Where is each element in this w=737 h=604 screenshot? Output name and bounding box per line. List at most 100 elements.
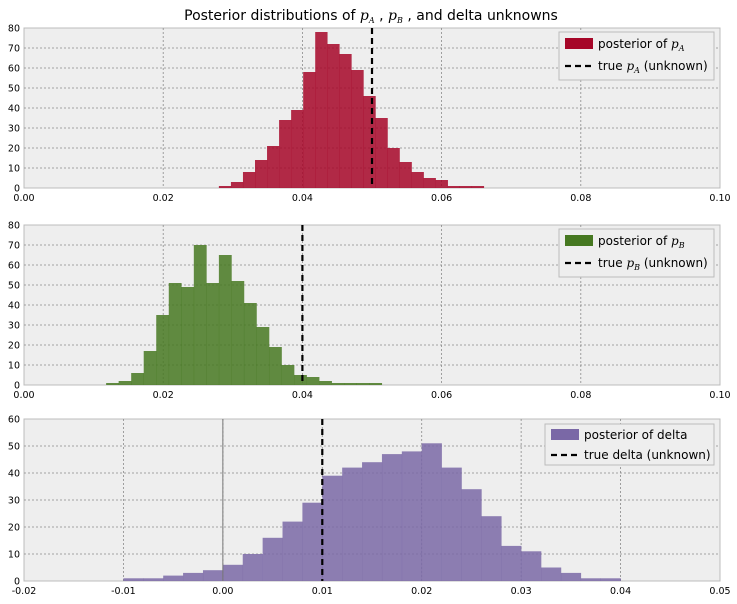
- y-tick-label: 30: [8, 496, 20, 507]
- posterior-pb-bar: [143, 351, 157, 385]
- posterior-pb-bar: [306, 377, 320, 385]
- legend-swatch-posterior: [565, 235, 593, 246]
- posterior-delta-bar: [580, 578, 601, 581]
- y-tick-label: 20: [8, 523, 20, 534]
- posterior-pa-bar: [339, 54, 352, 188]
- y-tick-label: 10: [8, 361, 20, 372]
- y-tick-label: 80: [8, 221, 20, 232]
- legend: posterior of pA true pA (unknown): [558, 31, 715, 81]
- x-tick-label: -0.02: [12, 586, 37, 597]
- posterior-pb-bar: [106, 383, 119, 385]
- y-tick-label: 20: [8, 144, 20, 155]
- posterior-delta-bar: [282, 521, 303, 581]
- x-tick-label: 0.04: [610, 586, 631, 597]
- legend: posterior of pB true pB (unknown): [558, 228, 715, 278]
- posterior-pa-bar: [435, 180, 448, 188]
- posterior-delta-panel: -0.02 -0.01 0.00 0.01 0.02 0.03 0.04 0.05 0 10 20…: [8, 415, 731, 598]
- x-tick-label: 0.03: [511, 586, 532, 597]
- posterior-pb-bar: [319, 381, 332, 385]
- x-tick-label: 0.05: [709, 586, 730, 597]
- posterior-pb-bar: [181, 287, 195, 385]
- y-tick-label: 10: [8, 550, 20, 561]
- posterior-delta-bar: [501, 545, 522, 581]
- y-tick-label: 20: [8, 341, 20, 352]
- legend: posterior of delta true delta (unknown): [544, 423, 715, 466]
- legend-label-true: true pA (unknown): [598, 59, 708, 75]
- y-tick-label: 60: [8, 261, 20, 272]
- x-tick-label: 0.06: [431, 193, 452, 204]
- y-tick-label: 50: [8, 84, 20, 95]
- posterior-pb-bar: [331, 383, 345, 385]
- posterior-pa-bar: [255, 160, 268, 188]
- posterior-pa-bar: [315, 32, 328, 188]
- posterior-delta-bar: [202, 570, 224, 581]
- posterior-pa-bar: [411, 172, 424, 188]
- posterior-delta-bar: [481, 516, 502, 581]
- x-tick-label: 0.04: [292, 390, 313, 401]
- posterior-delta-bar: [401, 451, 423, 581]
- x-tick-label: 0.02: [153, 193, 174, 204]
- posterior-pa-bar: [230, 182, 244, 188]
- posterior-pa-bar: [279, 120, 292, 188]
- y-tick-label: 40: [8, 301, 20, 312]
- posterior-delta-bar: [183, 572, 204, 581]
- x-tick-label: 0.10: [709, 193, 730, 204]
- y-tick-label: 0: [14, 184, 20, 195]
- y-tick-label: 0: [14, 577, 20, 588]
- posterior-pb-bar: [231, 281, 245, 385]
- posterior-pa-bar: [423, 178, 436, 188]
- posterior-delta-bar: [222, 564, 244, 581]
- y-tick-label: 0: [14, 381, 20, 392]
- posterior-pb-bar: [131, 373, 145, 385]
- y-tick-label: 30: [8, 124, 20, 135]
- posterior-pa-bar: [291, 110, 304, 188]
- x-tick-label: 0.02: [153, 390, 174, 401]
- posterior-delta-bar: [461, 489, 482, 581]
- y-tick-label: 40: [8, 469, 20, 480]
- posterior-delta-bar: [123, 578, 144, 581]
- posterior-pb-bar: [118, 381, 132, 385]
- y-tick-label: 10: [8, 164, 20, 175]
- legend-label-true: true pB (unknown): [598, 256, 708, 272]
- posterior-delta-bar: [302, 502, 323, 581]
- posterior-delta-bar: [362, 462, 383, 581]
- posterior-pb-bar: [356, 383, 370, 385]
- posterior-pa-bar: [387, 148, 400, 188]
- posterior-delta-bar: [521, 551, 542, 581]
- posterior-pb-bar: [294, 375, 307, 385]
- posterior-delta-bar: [541, 567, 562, 581]
- posterior-delta-bar: [262, 537, 283, 581]
- posterior-pb-bar: [206, 283, 220, 385]
- legend-label-posterior: posterior of pB: [598, 234, 685, 250]
- posterior-pb-bar: [256, 327, 270, 385]
- posterior-pb-bar: [243, 303, 257, 385]
- posterior-pa-bar: [327, 44, 340, 188]
- posterior-pa-bar: [303, 72, 316, 188]
- posterior-delta-bar: [322, 475, 343, 581]
- legend-swatch-posterior: [551, 429, 579, 440]
- legend-label-posterior: posterior of delta: [584, 428, 687, 442]
- posterior-pa-bar: [267, 146, 280, 188]
- x-tick-label: 0.00: [13, 193, 34, 204]
- posterior-pa-bar: [447, 186, 460, 188]
- posterior-pb-bar: [369, 383, 383, 385]
- x-tick-label: 0.10: [709, 390, 730, 401]
- posterior-delta-bar: [342, 467, 363, 581]
- posterior-pb-bar: [344, 383, 357, 385]
- posterior-pb-panel: 0.00 0.02 0.04 0.06 0.08 0.10 0 10 20 30 40 50 60 70…: [8, 221, 731, 402]
- posterior-delta-bar: [441, 467, 462, 581]
- posterior-pa-bar: [471, 186, 485, 188]
- legend-label-posterior: posterior of pA: [598, 37, 685, 53]
- posterior-pa-bar: [218, 186, 232, 188]
- y-tick-label: 60: [8, 64, 20, 75]
- posterior-pb-bar: [156, 315, 170, 385]
- posterior-pa-bar: [399, 162, 412, 188]
- figure-title: Posterior distributions of pA , pB , and…: [184, 8, 558, 25]
- x-tick-label: 0.04: [292, 193, 313, 204]
- posterior-delta-bar: [381, 454, 403, 581]
- y-tick-label: 30: [8, 321, 20, 332]
- y-tick-label: 40: [8, 104, 20, 115]
- posterior-pa-bar: [375, 118, 388, 188]
- posterior-delta-bar: [421, 443, 442, 581]
- y-tick-label: 50: [8, 442, 20, 453]
